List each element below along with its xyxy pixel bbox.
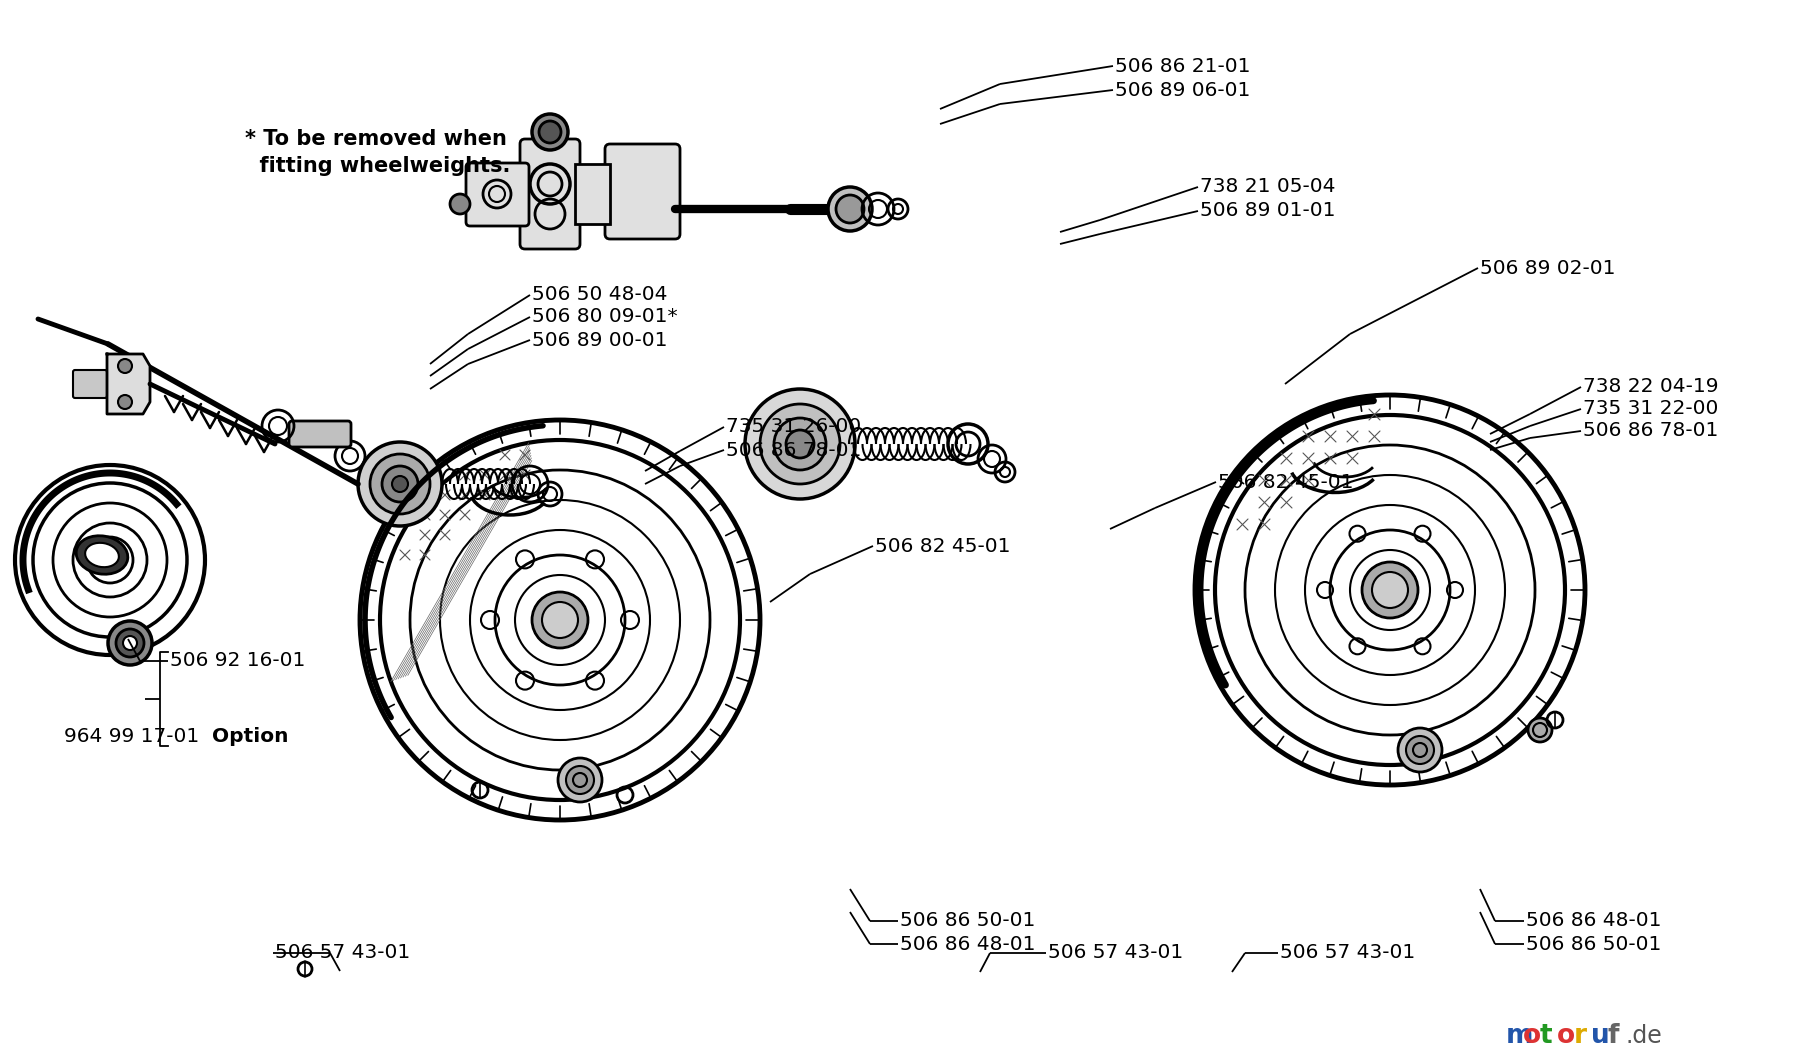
Text: 735 31 22-00: 735 31 22-00 — [1582, 399, 1719, 418]
Circle shape — [835, 195, 864, 223]
Text: 506 89 00-01: 506 89 00-01 — [533, 331, 668, 349]
Circle shape — [1399, 728, 1442, 772]
Text: 506 86 21-01: 506 86 21-01 — [1114, 56, 1251, 76]
Circle shape — [533, 592, 589, 648]
Circle shape — [533, 114, 569, 150]
FancyBboxPatch shape — [74, 370, 106, 398]
Ellipse shape — [76, 536, 128, 575]
Text: 506 57 43-01: 506 57 43-01 — [1048, 944, 1183, 963]
Circle shape — [565, 766, 594, 794]
Text: 506 89 01-01: 506 89 01-01 — [1201, 201, 1336, 220]
Circle shape — [358, 442, 443, 526]
Text: 738 21 05-04: 738 21 05-04 — [1201, 178, 1336, 197]
Circle shape — [108, 621, 151, 665]
Circle shape — [1372, 572, 1408, 608]
Ellipse shape — [85, 543, 119, 567]
FancyBboxPatch shape — [520, 139, 580, 249]
Circle shape — [745, 389, 855, 499]
Circle shape — [558, 758, 601, 802]
Text: 738 22 04-19: 738 22 04-19 — [1582, 378, 1719, 397]
Text: 506 86 50-01: 506 86 50-01 — [1526, 934, 1661, 953]
Text: u: u — [1591, 1023, 1609, 1049]
Text: Option: Option — [212, 727, 288, 746]
FancyBboxPatch shape — [290, 421, 351, 447]
FancyBboxPatch shape — [605, 144, 680, 239]
Circle shape — [1363, 562, 1418, 618]
Circle shape — [392, 476, 409, 492]
Circle shape — [119, 395, 131, 409]
Text: 506 80 09-01*: 506 80 09-01* — [533, 307, 677, 327]
Circle shape — [828, 187, 871, 231]
Text: * To be removed when: * To be removed when — [245, 129, 508, 149]
Circle shape — [382, 466, 418, 502]
Circle shape — [538, 121, 562, 143]
Text: 506 57 43-01: 506 57 43-01 — [275, 944, 410, 963]
FancyBboxPatch shape — [466, 163, 529, 226]
Circle shape — [774, 418, 826, 470]
Text: t: t — [1541, 1023, 1553, 1049]
Text: 506 86 78-01: 506 86 78-01 — [1582, 421, 1719, 440]
Text: 506 89 02-01: 506 89 02-01 — [1480, 259, 1616, 278]
Text: 506 89 06-01: 506 89 06-01 — [1114, 81, 1251, 100]
Text: 735 31 26-00: 735 31 26-00 — [725, 417, 860, 436]
Circle shape — [122, 636, 137, 650]
Circle shape — [1406, 736, 1435, 764]
Text: 506 86 50-01: 506 86 50-01 — [900, 912, 1035, 931]
Text: 964 99 17-01: 964 99 17-01 — [65, 727, 205, 746]
Text: 506 57 43-01: 506 57 43-01 — [1280, 944, 1415, 963]
Circle shape — [371, 454, 430, 514]
Circle shape — [760, 404, 841, 484]
Text: m: m — [1507, 1023, 1534, 1049]
Circle shape — [115, 629, 144, 656]
Circle shape — [787, 430, 814, 458]
Text: 506 82 45-01: 506 82 45-01 — [875, 536, 1010, 555]
Text: 506 86 78-01: 506 86 78-01 — [725, 440, 862, 460]
Text: 506 82 45-01: 506 82 45-01 — [1219, 472, 1354, 492]
Text: r: r — [1573, 1023, 1588, 1049]
Circle shape — [450, 194, 470, 214]
Text: f: f — [1607, 1023, 1620, 1049]
Polygon shape — [106, 354, 149, 414]
Text: o: o — [1523, 1023, 1541, 1049]
Text: 506 86 48-01: 506 86 48-01 — [900, 934, 1035, 953]
Text: 506 92 16-01: 506 92 16-01 — [169, 651, 306, 670]
Bar — [574, 164, 610, 225]
Text: 506 86 48-01: 506 86 48-01 — [1526, 912, 1661, 931]
Circle shape — [1528, 718, 1552, 742]
Text: o: o — [1557, 1023, 1575, 1049]
Text: 506 50 48-04: 506 50 48-04 — [533, 285, 668, 304]
Circle shape — [119, 359, 131, 373]
Text: fitting wheelweights.: fitting wheelweights. — [245, 156, 511, 176]
Circle shape — [542, 602, 578, 638]
Text: .de: .de — [1625, 1024, 1661, 1048]
